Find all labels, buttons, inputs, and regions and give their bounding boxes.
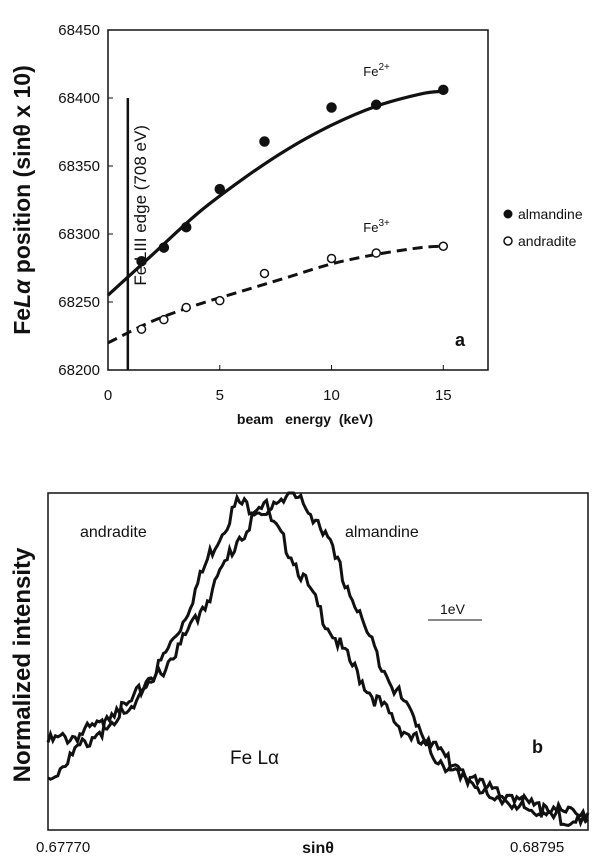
panel-a-y-tick-label: 68250 [58, 294, 100, 311]
panel-a-plot-frame [107, 29, 489, 371]
x-tick-left: 0.67770 [36, 839, 90, 856]
panel-a-letter: a [455, 330, 466, 350]
fe3-label: Fe3+ [363, 218, 390, 235]
almandine-data-point [136, 255, 147, 267]
panel-a-y-tick-label: 68300 [58, 226, 100, 243]
panel-a-y-tick-label: 68400 [58, 90, 100, 107]
panel-a-x-tick-label: 0 [104, 387, 112, 404]
legend: almandine andradite [503, 206, 583, 249]
almandine-fit-curve [106, 89, 444, 297]
andradite-spectrum-line [46, 493, 589, 828]
legend-almandine-label: almandine [518, 206, 583, 222]
panel-a-y-tick-label: 68350 [58, 158, 100, 175]
panel-a-y-tick-label: 68450 [58, 22, 100, 39]
almandine-data-point [438, 84, 449, 96]
scale-bar-label: 1eV [440, 601, 466, 617]
panel-a-y-tick-label: 68200 [58, 362, 100, 379]
panel-b-letter: b [532, 737, 543, 757]
andradite-data-point [159, 314, 169, 325]
andradite-data-point [215, 295, 225, 306]
andradite-data-point [371, 248, 381, 258]
fe2-label: Fe2+ [363, 62, 390, 79]
almandine-data-point [158, 242, 170, 253]
legend-andradite-marker [503, 236, 513, 246]
x-tick-right: 0.68795 [510, 839, 564, 856]
panel-a-y-axis-label: FeLα position (sinθ x 10) [9, 65, 35, 335]
panel-b-x-axis-label: sinθ [302, 840, 334, 857]
andradite-fit-curve [107, 244, 444, 345]
legend-andradite-label: andradite [518, 233, 577, 249]
panel-b-y-axis-label: Normalized intensity [9, 547, 36, 782]
panel-b-chart: andradite almandine 1eV Fe Lα b 0.67770 … [9, 491, 590, 857]
almandine-data-point [180, 221, 192, 233]
almandine-spectrum-line [47, 491, 590, 827]
almandine-data-point [370, 99, 382, 111]
panel-a-x-axis-label: beam energy (keV) [237, 411, 373, 427]
legend-almandine-marker [503, 209, 513, 219]
andradite-data-point [136, 324, 147, 334]
almandine-data-point [214, 183, 226, 195]
almandine-data-point [259, 136, 270, 147]
almandine-curve-label: almandine [345, 524, 419, 541]
panel-a-chart: 68200 68250 68300 68350 68400 68450 0 5 10 15 Fe… [9, 22, 583, 427]
andradite-curve-label: andradite [80, 524, 147, 541]
andradite-data-point [326, 253, 337, 264]
panel-a-x-tick-label: 5 [216, 387, 224, 404]
andradite-data-point [438, 241, 449, 251]
andradite-data-point [259, 268, 270, 279]
fe-edge-label: Fe LIII edge (708 eV) [131, 125, 150, 286]
panel-b-plot-frame [47, 492, 589, 831]
panel-a-x-tick-label: 10 [323, 387, 340, 404]
panel-a-x-tick-label: 15 [435, 387, 452, 404]
fe-la-annotation: Fe Lα [230, 748, 279, 769]
andradite-data-point [181, 302, 191, 313]
almandine-data-point [326, 102, 337, 113]
